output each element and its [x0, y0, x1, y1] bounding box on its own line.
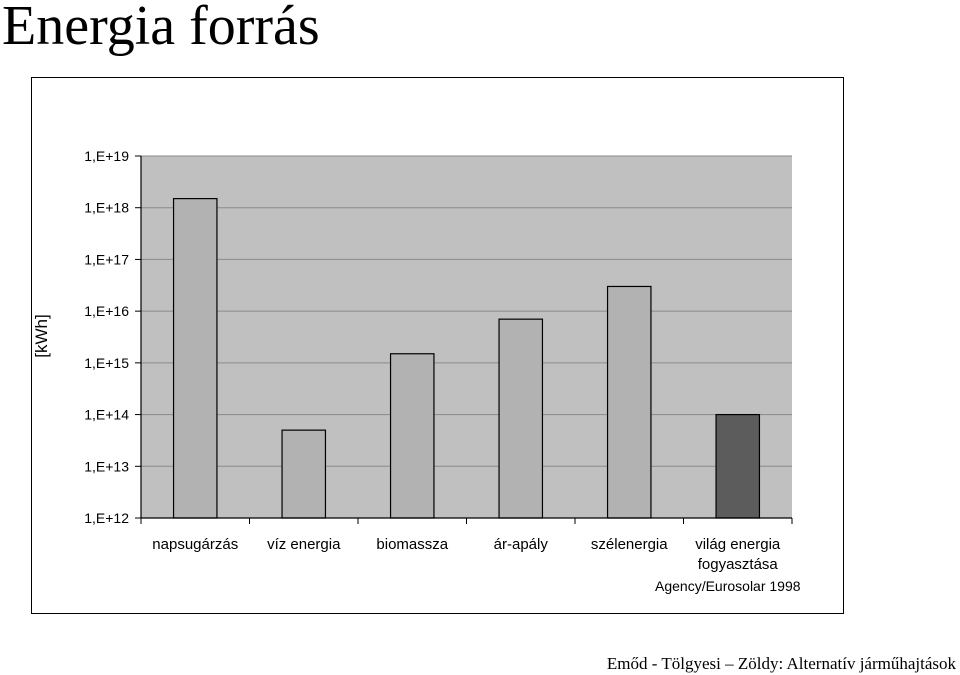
x-tick-label: fogyasztása: [698, 556, 779, 573]
x-tick-label: szélenergia: [591, 536, 668, 553]
x-tick-label: világ energia: [695, 536, 781, 553]
y-tick-label: 1,E+15: [84, 355, 129, 371]
y-tick-label: 1,E+12: [84, 510, 129, 526]
plot-area: [141, 156, 792, 518]
source-note: Agency/Eurosolar 1998: [655, 578, 801, 594]
x-tick-labels: napsugárzás víz energia biomassza ár-apály s…: [152, 536, 781, 573]
y-tick-label: 1,E+17: [84, 251, 129, 267]
x-tick-label: biomassza: [376, 536, 448, 553]
axes: [135, 155, 793, 524]
footer-credit: Emőd - Tölgyesi – Zöldy: Alternatív járm…: [606, 654, 956, 673]
x-tick-label: napsugárzás: [152, 536, 238, 553]
bar: [606, 285, 652, 519]
x-tick-label: ár-apály: [494, 536, 549, 553]
y-tick-labels: 1,E+12 1,E+13 1,E+14 1,E+15 1,E+16 1,E+17 1,E+…: [84, 148, 129, 526]
bar: [715, 413, 761, 519]
gridlines: [141, 155, 792, 467]
x-tick-label: víz energia: [267, 536, 341, 553]
bar: [172, 198, 218, 519]
bar: [281, 429, 327, 519]
y-tick-label: 1,E+14: [84, 407, 129, 423]
y-tick-label: 1,E+16: [84, 303, 129, 319]
bar: [389, 353, 435, 519]
page-title: Energia forrás: [2, 0, 320, 57]
y-tick-label: 1,E+18: [84, 200, 129, 216]
y-tick-label: 1,E+19: [84, 148, 129, 164]
y-tick-label: 1,E+13: [84, 458, 129, 474]
bar: [498, 318, 544, 519]
